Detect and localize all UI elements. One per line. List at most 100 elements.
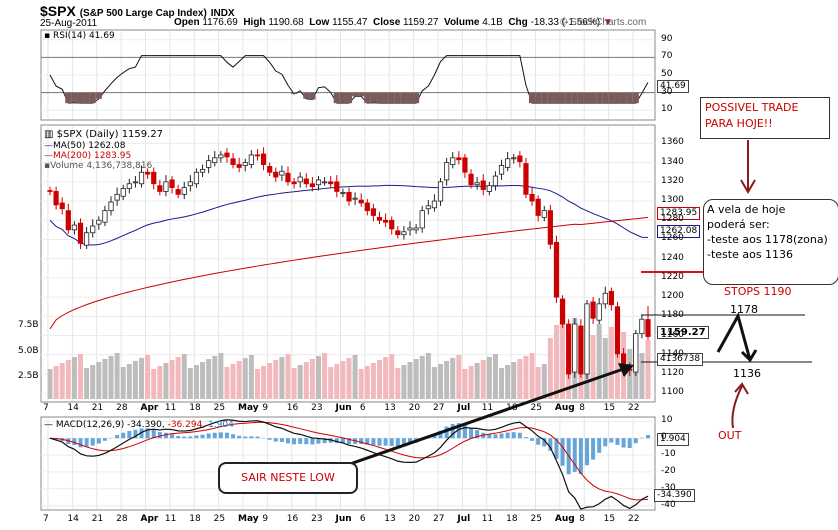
x-axis-label: 16 [286,403,299,413]
volume-bar [370,363,376,399]
macd-histogram-bar [163,432,168,439]
macd-histogram-bar [444,426,449,439]
candle-up [505,158,511,168]
macd-histogram-bar [584,438,589,466]
x-axis-label: 21 [91,403,104,413]
rsi-oversold-fill [358,92,365,97]
x-axis-label: Jul [457,514,471,524]
x-axis-label: Jul [457,403,471,413]
volume-bar [224,367,230,399]
volume-bar [322,353,328,399]
volume-bar [352,355,358,399]
macd-histogram-bar [627,438,632,449]
candle-down [267,166,273,173]
price-tick: 1100 [661,387,684,398]
volume-bar [261,366,267,399]
macd-histogram-bar [182,436,187,439]
volume-bar [535,367,541,399]
macd-histogram-bar [462,424,467,439]
volume-bar [47,369,53,399]
ma50-legend: —MA(50) 1262.08 [44,141,125,151]
price-tick: 1320 [661,175,684,186]
candle-up [498,165,505,175]
x-axis-label: 15 [603,403,616,413]
candle-up [425,205,431,210]
rsi-oversold-fill [376,92,383,104]
ma50-tag: 1262.08 [657,225,701,238]
candle-up [108,201,114,212]
rsi-oversold-fill [333,92,340,104]
open-label: Open [174,17,200,28]
volume-swatch-icon: ▪ [44,161,51,171]
rsi-icon: ▪ [44,31,51,41]
candle-down [285,172,291,183]
macd-histogram-bar [621,438,626,448]
macd-histogram-bar [469,427,474,439]
macd-tick: 10 [661,415,673,426]
low-label: Low [309,17,330,28]
candle-up [401,231,407,236]
x-axis-label: 13 [384,514,396,524]
rsi-oversold-fill [626,92,633,104]
macd-histogram-bar [176,435,181,439]
macd-tick: -30 [661,482,676,493]
candle-note-line-4: -teste aos 1136 [707,248,794,261]
high-label: High [243,17,266,28]
price-tick: 1280 [661,214,684,225]
macd-histogram-bar [212,432,217,439]
volume-bar [553,325,559,399]
macd-histogram-bar [292,438,297,445]
macd-histogram-bar [536,438,541,445]
candle-up [120,188,126,197]
macd-signal-line [49,421,649,501]
rsi-oversold-fill [352,92,359,97]
macd-histogram-bar [615,438,620,445]
macd-histogram-bar [133,429,138,439]
volume-bar [114,353,120,399]
volume-bar [602,338,608,399]
macd-histogram-bar [438,430,443,439]
volume-bar [151,369,157,399]
candle-up [437,181,444,202]
macd-histogram-bar [499,433,504,439]
macd-histogram-bar [542,438,547,447]
candle-down [364,202,370,212]
volume-bar [499,368,505,399]
macd-histogram-bar [548,438,553,451]
candle-down [65,210,71,231]
macd-histogram-bar [145,428,150,439]
candle-up [163,181,169,192]
candle-down [151,171,157,185]
candle-down [236,164,242,168]
close-value: 1159.27 [403,17,439,28]
macd-histogram-bar [572,438,577,472]
ohlc-bar: Open 1176.69 High 1190.68 Low 1155.47 Cl… [174,17,613,28]
macd-label: — MACD(12,26,9) -34.390, -36.294, 1.904 [44,420,234,430]
x-axis-label: 27 [433,514,445,524]
vol-tick-75: 7.5B [18,320,39,330]
rsi-label-text: RSI(14) 41.69 [52,31,115,41]
macd-histogram-bar [200,434,205,439]
price-tick: 1220 [661,271,684,282]
candle-up [602,292,608,305]
macd-histogram-bar [115,435,120,439]
candle-down [468,173,474,186]
candle-down [370,208,377,216]
candle-up [541,210,547,218]
candle-down [578,325,584,375]
macd-histogram-bar [237,435,242,439]
close-tag: 1159.27 [657,326,709,339]
rsi-oversold-fill [571,92,578,104]
x-axis-label: 6 [359,403,366,413]
candle-up [84,232,90,246]
macd-histogram-bar [194,435,199,439]
volume-bar [187,368,193,399]
volume-bar [413,359,419,399]
candle-up [315,179,322,186]
price-tick: 1360 [661,137,684,148]
candle-down [230,158,236,165]
x-axis-label: 20 [408,514,421,524]
candle-up [193,171,200,185]
rsi-label: ▪ RSI(14) 41.69 [44,31,115,41]
rsi-oversold-fill [553,92,560,104]
